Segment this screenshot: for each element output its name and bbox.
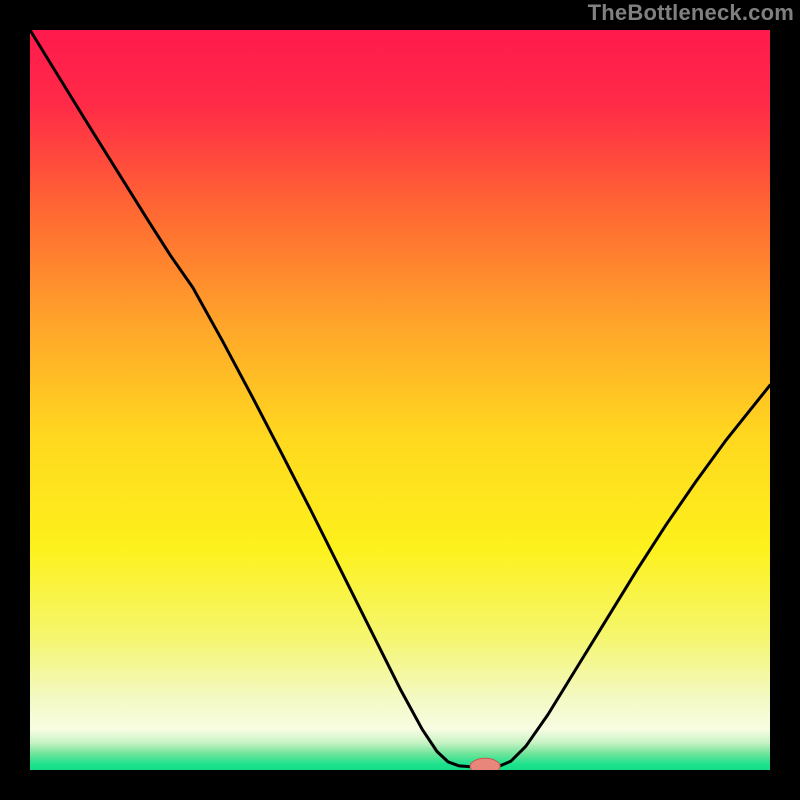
chart-stage: TheBottleneck.com bbox=[0, 0, 800, 800]
bottleneck-chart bbox=[0, 0, 800, 800]
plot-gradient-background bbox=[30, 30, 770, 770]
watermark-text: TheBottleneck.com bbox=[588, 0, 794, 26]
